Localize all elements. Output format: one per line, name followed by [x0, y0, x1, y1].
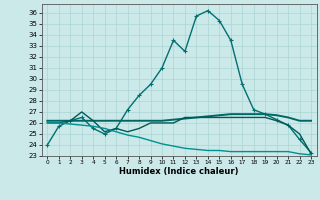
X-axis label: Humidex (Indice chaleur): Humidex (Indice chaleur): [119, 167, 239, 176]
